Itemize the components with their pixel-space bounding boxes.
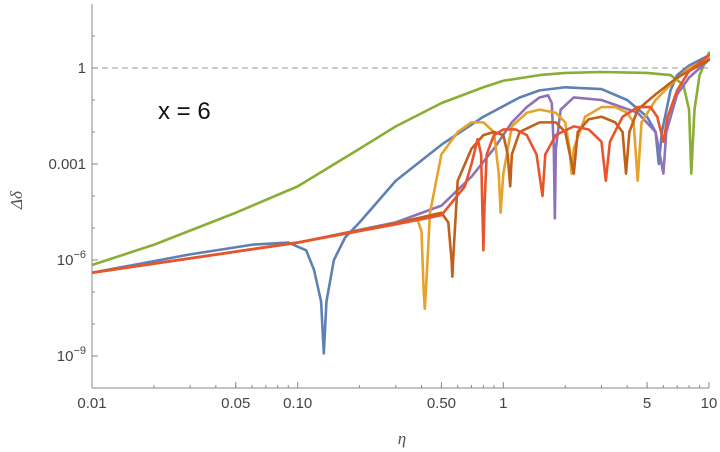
- major-ticks: [91, 67, 710, 388]
- series-line-4: [92, 57, 710, 311]
- series-line-6: [92, 53, 710, 275]
- y-tick-label: 10−6: [57, 249, 86, 269]
- x-tick-label: 10: [701, 395, 718, 412]
- series-line-2: [92, 53, 710, 355]
- x-tick-label: 5: [643, 395, 651, 412]
- x-axis-label: η: [398, 429, 406, 448]
- x-tick-label: 0.50: [427, 395, 456, 412]
- x-tick-label: 0.01: [77, 395, 106, 412]
- x-tick-label: 0.05: [221, 395, 250, 412]
- series-line-1: [92, 51, 710, 267]
- y-tick-label: 10−9: [57, 345, 86, 365]
- y-axis-label: Δδ: [7, 190, 26, 210]
- x-tick-label: 0.10: [283, 395, 312, 412]
- x-tick-label: 1: [499, 395, 507, 412]
- y-tick-label: 0.001: [48, 156, 86, 173]
- series-group: [92, 51, 710, 355]
- series-line-5: [92, 58, 710, 279]
- y-tick-label: 1: [78, 60, 86, 77]
- tick-labels: 0.01 0.05 0.10 0.50 1 5 10 1 0.001 10−6 10−9: [48, 60, 717, 412]
- annotation: x = 6: [158, 98, 211, 125]
